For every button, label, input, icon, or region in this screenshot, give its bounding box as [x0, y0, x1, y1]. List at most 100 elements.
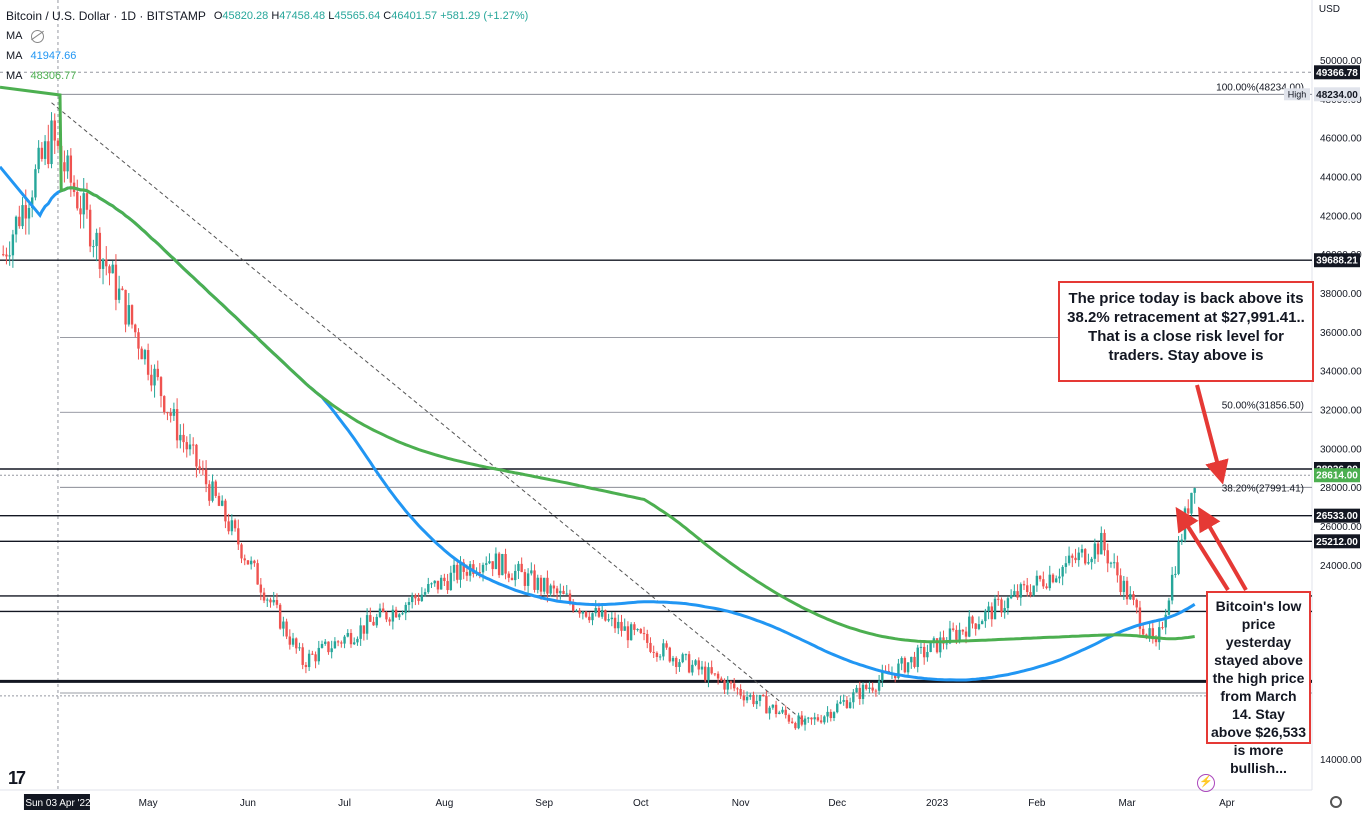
candle-body — [919, 646, 923, 648]
candle-body — [984, 611, 987, 622]
candle-body — [694, 660, 697, 665]
price-axis-badge — [1314, 508, 1360, 523]
candle-body — [807, 717, 810, 719]
candle-body — [124, 289, 127, 325]
price-axis-area — [1312, 0, 1362, 815]
candle-body — [1016, 591, 1019, 598]
candle-body — [443, 577, 446, 582]
time-tick-label: Mar — [1118, 798, 1136, 809]
candle-body — [707, 667, 710, 681]
candle-body — [317, 647, 320, 662]
candle-body — [449, 572, 453, 591]
candle-body — [829, 711, 833, 719]
candle-body — [565, 593, 568, 595]
ma-fast-row[interactable]: MA 41947.66 — [6, 50, 77, 62]
candle-body — [230, 520, 234, 532]
candle-body — [1112, 562, 1116, 564]
candle-body — [481, 564, 485, 573]
candle-body — [433, 580, 436, 584]
candle-body — [819, 720, 823, 723]
candle-body — [462, 562, 465, 572]
candle-body — [288, 636, 292, 645]
ma-hidden-row[interactable]: MA — [6, 26, 528, 46]
chart-legend: Bitcoin / U.S. Dollar · 1D · BITSTAMP O4… — [6, 6, 528, 86]
candle-body — [784, 709, 787, 716]
eye-hidden-icon[interactable] — [30, 29, 44, 43]
candle-body — [713, 673, 717, 675]
candle-body — [27, 207, 31, 219]
candle-body — [423, 592, 427, 595]
candle-body — [990, 606, 994, 620]
candle-body — [365, 615, 369, 634]
candle-body — [623, 626, 626, 631]
price-tick-label: 46000.00 — [1320, 134, 1362, 145]
candle-body — [665, 643, 668, 648]
annotation-arrow — [1175, 506, 1230, 592]
candle-body — [217, 495, 221, 506]
candle-body — [497, 553, 501, 576]
candle-body — [1109, 562, 1113, 564]
candle-body — [684, 654, 688, 656]
lightning-icon[interactable]: ⚡ — [1197, 774, 1215, 792]
candle-body — [980, 621, 984, 625]
candle-body — [105, 259, 108, 267]
price-axis-badge — [1314, 87, 1360, 102]
candle-body — [1161, 627, 1164, 629]
candle-body — [836, 703, 839, 713]
candle-body — [420, 594, 424, 602]
candle-body — [410, 595, 414, 603]
price-axis-badge — [1314, 253, 1360, 268]
ma-slow-row[interactable]: MA 48306.77 — [6, 70, 77, 82]
candle-body — [452, 564, 456, 573]
candle-body — [1003, 608, 1006, 613]
candle-body — [307, 653, 311, 668]
candle-body — [69, 155, 73, 183]
candle-body — [192, 444, 195, 446]
candle-body — [1138, 607, 1142, 629]
price-tick-label: 14000.00 — [1320, 755, 1362, 766]
candle-body — [922, 646, 926, 658]
price-tick-label: 38000.00 — [1320, 289, 1362, 300]
candle-body — [130, 305, 134, 325]
candle-body — [66, 155, 69, 172]
candle-body — [1158, 627, 1161, 643]
candle-body — [700, 666, 704, 670]
candle-body — [977, 624, 981, 629]
price-axis-badge — [1314, 468, 1360, 483]
candle-body — [523, 572, 527, 586]
candle-body — [787, 715, 791, 722]
candle-body — [916, 647, 919, 667]
candle-body — [404, 604, 407, 614]
candle-body — [324, 641, 327, 644]
price-tick-label: 50000.00 — [1320, 56, 1362, 67]
candle-body — [201, 469, 205, 471]
candle-body — [646, 633, 649, 643]
candle-body — [871, 687, 874, 691]
candle-body — [1048, 574, 1051, 589]
candle-body — [629, 624, 633, 641]
price-axis-badge-label: 26533.00 — [1316, 511, 1358, 522]
candle-body — [53, 120, 56, 141]
time-tick-label: Aug — [435, 798, 453, 809]
candle-body — [1106, 550, 1109, 564]
candle-body — [855, 687, 858, 693]
candle-body — [1013, 591, 1016, 596]
candle-body — [1026, 585, 1029, 593]
symbol-title[interactable]: Bitcoin / U.S. Dollar · 1D · BITSTAMP — [6, 9, 206, 23]
candle-body — [932, 638, 936, 642]
candle-body — [401, 613, 404, 615]
candle-body — [874, 690, 878, 692]
candle-body — [8, 255, 11, 257]
candle-body — [14, 216, 18, 235]
tradingview-logo-icon[interactable]: 17 — [8, 768, 26, 788]
candle-body — [813, 717, 816, 720]
candle-body — [839, 701, 842, 704]
candle-body — [1022, 584, 1026, 586]
candle-body — [1193, 488, 1196, 493]
candle-body — [639, 629, 643, 634]
candle-body — [752, 694, 755, 705]
candle-body — [327, 641, 330, 653]
currency-label[interactable]: USD — [1318, 4, 1340, 15]
gear-icon[interactable] — [1330, 796, 1342, 808]
